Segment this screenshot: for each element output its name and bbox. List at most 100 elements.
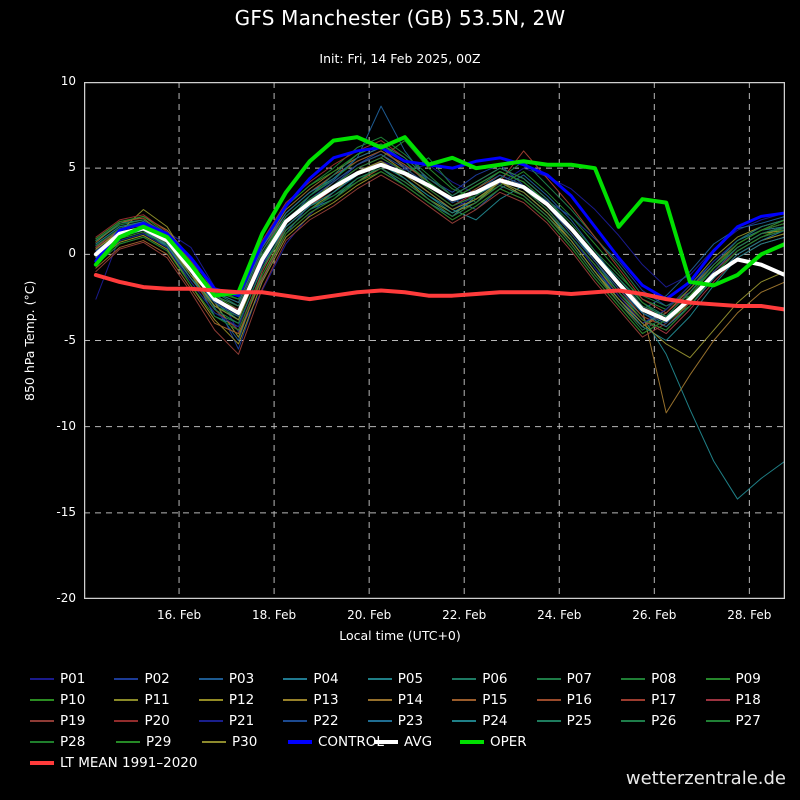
- page-title: GFS Manchester (GB) 53.5N, 2W: [234, 6, 566, 30]
- legend-item[interactable]: P23: [367, 712, 450, 729]
- legend-label: P21: [228, 712, 255, 729]
- legend-item[interactable]: P15: [452, 692, 534, 708]
- legend-color-swatch: [705, 719, 730, 722]
- x-tick-label: 26. Feb: [632, 608, 677, 622]
- legend-label: P11: [144, 691, 170, 708]
- legend-color-swatch: [198, 677, 223, 680]
- legend-label: P14: [397, 691, 424, 708]
- legend-label: P22: [313, 712, 339, 729]
- legend-item[interactable]: P25: [536, 712, 619, 729]
- y-tick-label: -20: [56, 591, 76, 605]
- legend-item[interactable]: LT MEAN 1991–2020: [30, 755, 197, 771]
- legend-item[interactable]: P10: [30, 692, 112, 708]
- y-tick-label: -5: [64, 332, 76, 347]
- y-tick-label: 0: [68, 246, 76, 261]
- x-tick-label: 20. Feb: [347, 608, 392, 622]
- x-axis-title: Local time (UTC+0): [339, 628, 461, 643]
- legend-label: P28: [60, 733, 86, 750]
- legend-color-swatch: [198, 719, 223, 722]
- legend-color-swatch: [114, 677, 139, 680]
- legend-item[interactable]: P13: [283, 692, 365, 708]
- legend-color-swatch: [621, 677, 646, 680]
- legend-item[interactable]: P17: [621, 692, 703, 708]
- legend-label: P13: [313, 691, 339, 708]
- legend-label: P08: [651, 670, 677, 687]
- legend-item[interactable]: P12: [198, 692, 281, 708]
- series-line: [93, 135, 785, 298]
- legend-label: P24: [482, 712, 508, 729]
- legend-item[interactable]: P05: [367, 671, 450, 687]
- legend-row: P10 P11 P12 P13 P14 P15 P16 P17 P18: [30, 689, 790, 710]
- legend-label: P10: [60, 691, 86, 708]
- legend-label: P23: [397, 712, 424, 729]
- legend-row: P19 P20 P21 P22 P23 P24 P25 P26 P27: [30, 710, 790, 731]
- legend-item[interactable]: AVG: [374, 734, 458, 750]
- legend-color-swatch: [536, 719, 561, 722]
- legend-color-swatch: [30, 760, 54, 765]
- legend-color-swatch: [367, 719, 392, 722]
- legend-item[interactable]: P28: [30, 734, 114, 750]
- series-line: [93, 162, 785, 322]
- legend-label: P19: [60, 712, 86, 729]
- legend-item[interactable]: P18: [705, 692, 788, 708]
- legend-label: P15: [482, 691, 508, 708]
- legend-color-swatch: [283, 719, 308, 722]
- legend-color-swatch: [283, 698, 308, 701]
- legend-item[interactable]: P26: [621, 713, 703, 729]
- legend-color-swatch: [114, 698, 139, 701]
- legend-color-swatch: [452, 677, 477, 680]
- x-tick-label: 28. Feb: [727, 608, 772, 622]
- legend-item[interactable]: OPER: [460, 734, 544, 750]
- legend-item[interactable]: P11: [114, 692, 196, 708]
- legend-item[interactable]: P30: [202, 734, 286, 750]
- legend-row: LT MEAN 1991–2020: [30, 752, 790, 773]
- legend-item[interactable]: P09: [705, 671, 788, 687]
- legend-color-swatch: [283, 677, 308, 680]
- legend-item[interactable]: P02: [114, 671, 196, 687]
- legend-item[interactable]: P27: [705, 712, 788, 729]
- legend-item[interactable]: P21: [198, 712, 281, 729]
- legend-label: P25: [566, 712, 592, 729]
- x-tick-label: 18. Feb: [252, 608, 297, 622]
- legend-item[interactable]: P07: [536, 671, 619, 687]
- legend-item[interactable]: P24: [452, 713, 534, 729]
- series-line: [94, 145, 785, 301]
- legend-label: P17: [651, 691, 677, 708]
- legend-label: P26: [651, 712, 677, 729]
- legend-color-swatch: [288, 739, 312, 744]
- legend-color-swatch: [460, 739, 484, 744]
- legend-color-swatch: [705, 677, 730, 680]
- legend-item[interactable]: P03: [198, 671, 281, 687]
- legend-item[interactable]: P04: [283, 671, 365, 687]
- y-tick-label: 10: [60, 74, 76, 88]
- legend-label: P01: [60, 670, 86, 687]
- legend-item[interactable]: P16: [536, 692, 619, 708]
- legend-label: P29: [146, 733, 172, 750]
- legend-color-swatch: [116, 740, 140, 743]
- legend-item[interactable]: P19: [30, 713, 112, 729]
- legend-item[interactable]: P29: [116, 734, 200, 750]
- ensemble-line-chart: [84, 82, 785, 599]
- legend-item[interactable]: P01: [30, 671, 112, 687]
- series-line: [95, 157, 785, 324]
- legend-color-swatch: [452, 698, 477, 701]
- legend-label: P02: [144, 670, 170, 687]
- legend-label: CONTROL: [318, 733, 384, 750]
- legend-item[interactable]: P06: [452, 671, 534, 687]
- legend-item[interactable]: P08: [621, 671, 703, 687]
- chart-legend: P01 P02 P03 P04 P05 P06 P07 P08 P09 P10 P11 P12 P13 P…: [30, 668, 790, 773]
- legend-item[interactable]: P20: [114, 713, 196, 729]
- legend-item[interactable]: CONTROL: [288, 734, 384, 750]
- legend-label: P04: [313, 670, 339, 687]
- legend-color-swatch: [202, 740, 226, 743]
- watermark: wetterzentrale.de: [625, 768, 786, 789]
- legend-color-swatch: [452, 719, 477, 722]
- legend-label: AVG: [404, 733, 433, 750]
- series-line: [95, 160, 785, 359]
- legend-item[interactable]: P22: [283, 713, 365, 729]
- x-tick-label: 16. Feb: [156, 608, 202, 622]
- legend-item[interactable]: P14: [367, 691, 450, 708]
- legend-color-swatch: [30, 677, 54, 680]
- legend-label: P27: [735, 712, 761, 729]
